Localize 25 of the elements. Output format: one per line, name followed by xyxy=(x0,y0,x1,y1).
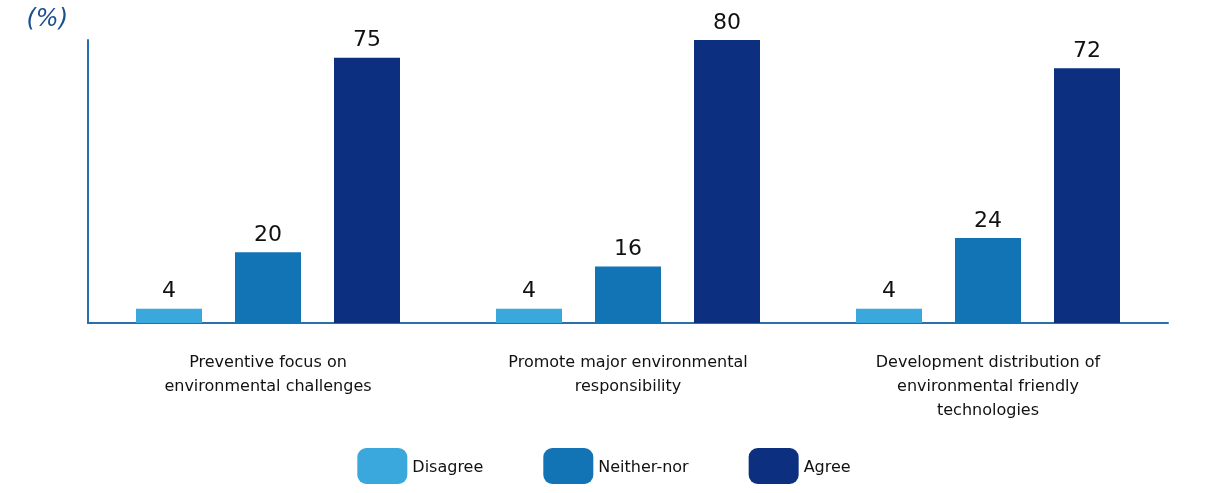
legend-label: Agree xyxy=(803,456,851,476)
data-label: 24 xyxy=(974,206,1002,232)
legend-label: Neither-nor xyxy=(598,456,690,476)
bar xyxy=(136,308,202,323)
bar xyxy=(235,252,301,323)
data-label: 4 xyxy=(522,277,536,303)
legend-label: Disagree xyxy=(412,456,484,476)
data-label: 4 xyxy=(162,277,176,303)
data-label: 16 xyxy=(614,234,642,260)
bar xyxy=(856,308,922,323)
y-axis-title: (%) xyxy=(26,4,68,32)
data-label: 4 xyxy=(882,277,896,303)
bar xyxy=(1054,68,1120,323)
data-label: 80 xyxy=(713,8,741,34)
x-tick-label: Promote major environmental responsibility xyxy=(508,351,748,395)
bar xyxy=(694,40,760,323)
data-label: 20 xyxy=(254,220,282,246)
x-tick-label: Development distribution of environmental friendly technologies xyxy=(875,351,1101,419)
x-tick-label: Preventive focus on environmental challenges xyxy=(164,351,372,395)
data-label: 75 xyxy=(353,26,381,52)
bar xyxy=(595,266,661,323)
bar xyxy=(496,308,562,323)
bar xyxy=(955,238,1021,323)
bar xyxy=(334,57,400,323)
data-label: 72 xyxy=(1073,36,1101,62)
